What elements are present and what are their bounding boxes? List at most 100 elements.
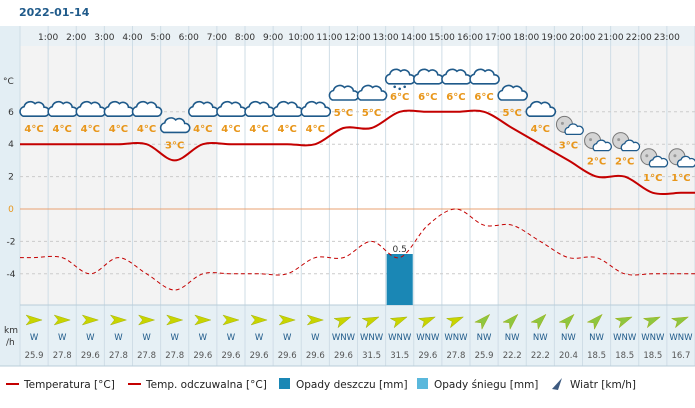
rain-bar [386, 254, 413, 305]
legend: Temperatura [°C] Temp. odczuwalna [°C] Opa… [6, 378, 636, 391]
moon-cloud-icon [612, 132, 641, 152]
wind-arrow-icon [53, 314, 71, 326]
cloud-shape [356, 84, 388, 101]
wind-direction-label: W [199, 333, 208, 343]
hour-labels: 1:00 2:00 3:00 4:00 5:00 6:00 7:00 8:00 9:00 10:0… [38, 33, 680, 43]
legend-item: Opady deszczu [mm] [279, 378, 408, 391]
wind-arrow-icon [306, 314, 324, 326]
small-cloud-shape [620, 139, 641, 152]
wind-arrow-icon [530, 313, 547, 330]
wind-direction-label: NW [561, 333, 576, 343]
wind-arrow-icon [109, 314, 128, 326]
wind-arrow-shape [558, 313, 575, 330]
date-label: 2022-01-14 [19, 6, 90, 19]
wind-speed-label: 29.6 [278, 351, 297, 361]
temperature-value-label: 3°C [559, 140, 578, 151]
moon-crater [560, 121, 564, 125]
temperature-value-label: 5°C [334, 108, 353, 119]
wind-arrow-shape [81, 314, 99, 326]
wind-speed-label: 22.2 [531, 351, 550, 361]
wind-speed-label: 27.8 [53, 351, 72, 361]
axis-panel [0, 26, 20, 366]
hour-label: 5:00 [151, 33, 171, 43]
wind-arrow-icon [137, 314, 156, 326]
cloud-shape [525, 100, 557, 117]
temperature-line [19, 109, 695, 195]
wind-legend-icon [552, 378, 562, 390]
wind-arrow-shape [389, 316, 408, 329]
y-tick-label: 4 [8, 140, 14, 150]
wind-arrow-shape [53, 314, 71, 326]
temperature-value-label: 2°C [587, 157, 606, 168]
wind-speed-label: 29.6 [306, 351, 325, 361]
hour-label: 2:00 [66, 33, 86, 43]
wind-unit-h: /h [6, 338, 15, 348]
hour-label: 14:00 [401, 33, 427, 43]
hour-label: 22:00 [626, 33, 652, 43]
wind-speed-label: 29.6 [221, 351, 240, 361]
wind-arrow-shape [361, 316, 380, 329]
cloud-shape [469, 68, 500, 85]
rain-bars: 0.5 [386, 245, 413, 305]
wind-speed-label: 18.5 [587, 351, 606, 361]
wind-arrow-shape [278, 314, 296, 326]
legend-item: Temp. odczuwalna [°C] [128, 379, 267, 391]
hour-label: 16:00 [457, 33, 483, 43]
cloud-icon [356, 84, 388, 101]
wind-arrow-icon [25, 314, 43, 326]
hour-label: 12:00 [345, 33, 371, 43]
hour-label: 23:00 [654, 33, 680, 43]
hour-label: 1:00 [38, 33, 58, 43]
wind-direction-label: W [86, 333, 95, 343]
wind-arrow-icon [361, 316, 380, 329]
small-cloud-shape [648, 155, 669, 168]
hour-label: 9:00 [263, 33, 283, 43]
wind-arrow-icon [166, 314, 184, 326]
wind-arrow-icon [194, 314, 212, 326]
hour-label: 13:00 [373, 33, 399, 43]
wind-speed-label: 18.5 [615, 351, 634, 361]
legend-box-swatch [417, 378, 428, 389]
moon-crater [673, 154, 677, 158]
hour-label: 20:00 [570, 33, 596, 43]
moon-cloud-icon [640, 148, 669, 168]
y-tick-label: 6 [8, 108, 14, 118]
wind-speed-label: 22.2 [503, 351, 522, 361]
rain-drop [393, 85, 396, 89]
feels-like-line [20, 208, 695, 291]
wind-arrow-icon [670, 316, 689, 329]
temperature-value-label: 3°C [165, 140, 184, 151]
temp-unit-label: °C [3, 77, 14, 87]
moon-crater [617, 138, 621, 142]
wind-arrow-shape [502, 313, 519, 330]
temperature-value-label: 4°C [137, 124, 156, 135]
legend-item: Wiatr [km/h] [552, 378, 636, 391]
wind-speed-label: 25.9 [25, 351, 44, 361]
cloud-icon [497, 84, 529, 101]
temperature-value-label: 4°C [53, 124, 72, 135]
wind-speed-label: 29.6 [193, 351, 212, 361]
wind-speed-label: 27.8 [165, 351, 184, 361]
wind-speed-label: 29.6 [81, 351, 100, 361]
wind-arrow-shape [586, 313, 603, 330]
temperature-value-label: 4°C [109, 124, 128, 135]
wind-direction-label: WNW [388, 333, 412, 343]
cloud-shape [300, 100, 332, 117]
legend-label: Temperatura [°C] [23, 379, 115, 391]
wind-direction-label: W [255, 333, 264, 343]
wind-direction-label: NW [505, 333, 520, 343]
wind-direction-label: W [142, 333, 151, 343]
cloud-icon [159, 117, 191, 134]
wind-arrow-icon [250, 314, 268, 326]
wind-arrow-shape [530, 313, 547, 330]
wind-arrow-shape [642, 316, 661, 329]
moon-cloud-icon [584, 132, 612, 152]
wind-direction-label: W [311, 333, 320, 343]
wind-arrow-icon [389, 316, 408, 329]
wind-direction-label: WNW [416, 333, 440, 343]
wind-direction-label: W [58, 333, 67, 343]
wind-arrow-icon [278, 314, 296, 326]
legend-box-swatch [279, 378, 290, 389]
small-cloud-shape [592, 139, 612, 152]
wind-arrow-shape [474, 313, 491, 330]
